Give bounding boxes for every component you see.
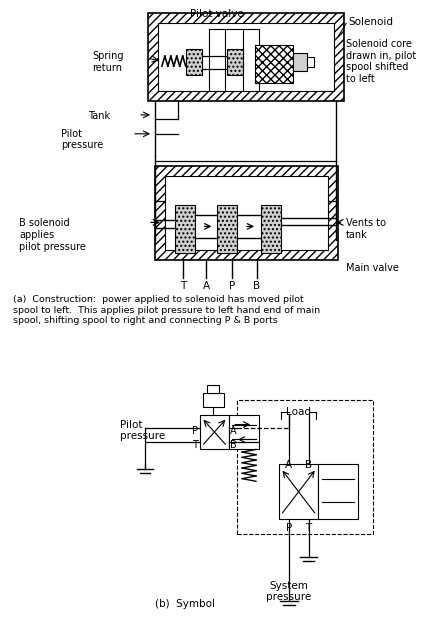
Bar bbox=[255, 45, 293, 83]
Text: Vents to
tank: Vents to tank bbox=[346, 219, 386, 240]
Text: Solenoid: Solenoid bbox=[348, 17, 393, 27]
Text: (b)  Symbol: (b) Symbol bbox=[155, 599, 215, 609]
Text: A: A bbox=[230, 426, 237, 436]
Bar bbox=[279, 465, 319, 519]
Text: P: P bbox=[229, 281, 236, 291]
Text: Load: Load bbox=[286, 406, 311, 417]
Text: T: T bbox=[180, 281, 186, 291]
Text: B: B bbox=[253, 281, 260, 291]
Bar bbox=[208, 385, 219, 393]
Bar bbox=[237, 399, 373, 534]
Text: Spring
return: Spring return bbox=[93, 51, 124, 73]
Bar bbox=[261, 206, 281, 253]
Bar bbox=[155, 166, 338, 260]
Text: B: B bbox=[230, 440, 237, 450]
Bar bbox=[158, 23, 334, 91]
Text: (a)  Construction:  power applied to solenoid has moved pilot
spool to left.  Th: (a) Construction: power applied to solen… bbox=[13, 295, 320, 325]
Text: A: A bbox=[285, 460, 292, 470]
Text: P: P bbox=[191, 426, 198, 436]
Bar bbox=[217, 206, 237, 253]
Text: System
pressure: System pressure bbox=[266, 581, 311, 603]
Bar bbox=[165, 176, 328, 250]
Bar bbox=[227, 49, 243, 75]
Text: A: A bbox=[203, 281, 210, 291]
Text: Solenoid core
drawn in, pilot
spool shifted
to left: Solenoid core drawn in, pilot spool shif… bbox=[346, 39, 416, 84]
Bar bbox=[148, 13, 344, 101]
Bar bbox=[186, 49, 201, 75]
Text: T: T bbox=[305, 523, 312, 533]
Bar bbox=[175, 206, 194, 253]
Bar bbox=[229, 415, 259, 449]
Bar bbox=[319, 465, 358, 519]
Text: B solenoid
applies
pilot pressure: B solenoid applies pilot pressure bbox=[19, 219, 86, 252]
Bar bbox=[293, 53, 306, 71]
Text: T: T bbox=[192, 440, 198, 450]
Text: B: B bbox=[305, 460, 312, 470]
Text: Tank: Tank bbox=[87, 111, 110, 121]
Bar bbox=[306, 57, 315, 67]
Bar bbox=[200, 415, 229, 449]
Text: Pilot
pressure: Pilot pressure bbox=[61, 129, 103, 150]
Text: Pilot valve: Pilot valve bbox=[191, 10, 244, 19]
Bar bbox=[202, 393, 224, 406]
Text: Main valve: Main valve bbox=[346, 263, 399, 273]
Text: P: P bbox=[285, 523, 292, 533]
Text: Pilot
pressure: Pilot pressure bbox=[120, 420, 166, 441]
